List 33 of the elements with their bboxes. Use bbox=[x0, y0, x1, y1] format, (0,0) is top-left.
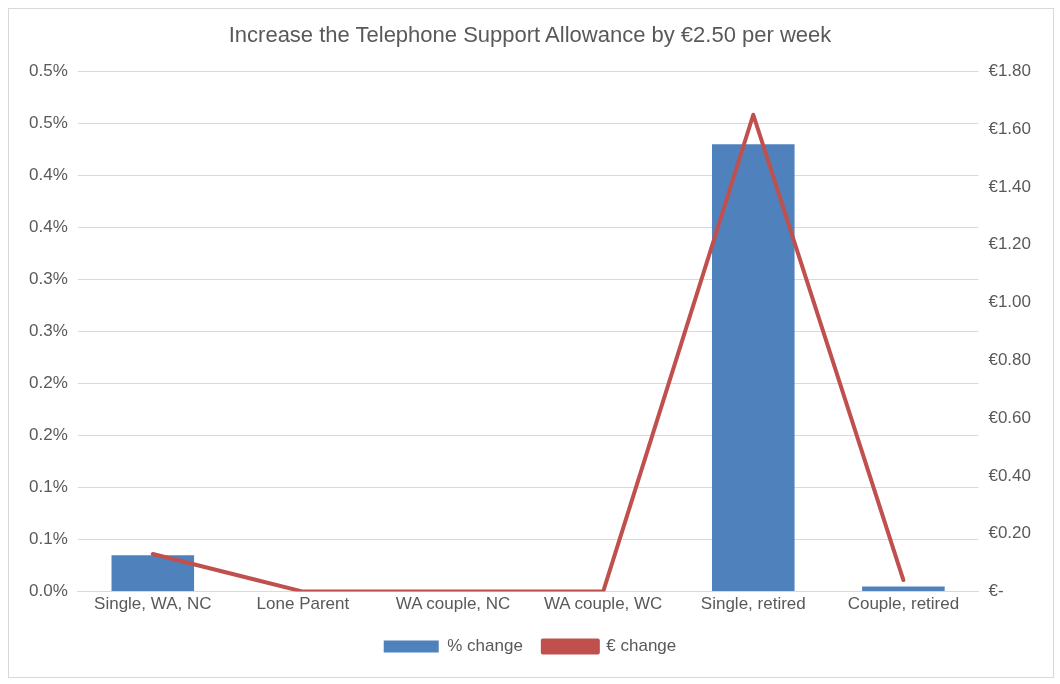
y-tick-label: 0.5% bbox=[29, 61, 68, 81]
y-tick-label: 0.0% bbox=[29, 581, 68, 601]
y2-tick-label: €1.00 bbox=[988, 292, 1032, 312]
legend-label: % change bbox=[447, 636, 523, 656]
y-tick-label: 0.2% bbox=[29, 425, 68, 445]
bar bbox=[862, 586, 945, 592]
y2-tick-label: €0.80 bbox=[988, 350, 1032, 370]
y2-tick-label: €- bbox=[988, 581, 1004, 601]
x-tick-label: Single, retired bbox=[700, 594, 806, 614]
y-tick-label: 0.2% bbox=[29, 373, 68, 393]
y-tick-label: 0.3% bbox=[29, 321, 68, 341]
y2-tick-label: €1.20 bbox=[988, 234, 1032, 254]
y2-tick-label: €0.20 bbox=[988, 523, 1032, 543]
legend-label: € change bbox=[606, 636, 677, 656]
x-tick-label: WA couple, NC bbox=[395, 594, 511, 614]
y2-tick-label: €0.60 bbox=[988, 407, 1032, 427]
x-tick-label: Lone Parent bbox=[256, 594, 350, 614]
y-tick-label: 0.3% bbox=[29, 269, 68, 289]
bar bbox=[712, 144, 795, 592]
y2-tick-label: €1.40 bbox=[988, 176, 1032, 196]
y-tick-label: 0.4% bbox=[29, 217, 68, 237]
y2-tick-label: €1.60 bbox=[988, 118, 1032, 138]
bar bbox=[111, 555, 195, 592]
x-tick-label: Single, WA, NC bbox=[94, 594, 212, 614]
chart-title: Increase the Telephone Support Allowance by €2.50 per week bbox=[228, 22, 833, 48]
y-tick-label: 0.5% bbox=[29, 113, 68, 133]
y-tick-label: 0.1% bbox=[29, 477, 68, 497]
y-tick-label: 0.1% bbox=[29, 529, 68, 549]
y2-tick-label: €0.40 bbox=[988, 465, 1032, 485]
x-tick-label: WA couple, WC bbox=[543, 594, 663, 614]
x-tick-label: Couple, retired bbox=[847, 594, 960, 614]
y-tick-label: 0.4% bbox=[29, 165, 68, 185]
y2-tick-label: €1.80 bbox=[988, 61, 1032, 81]
